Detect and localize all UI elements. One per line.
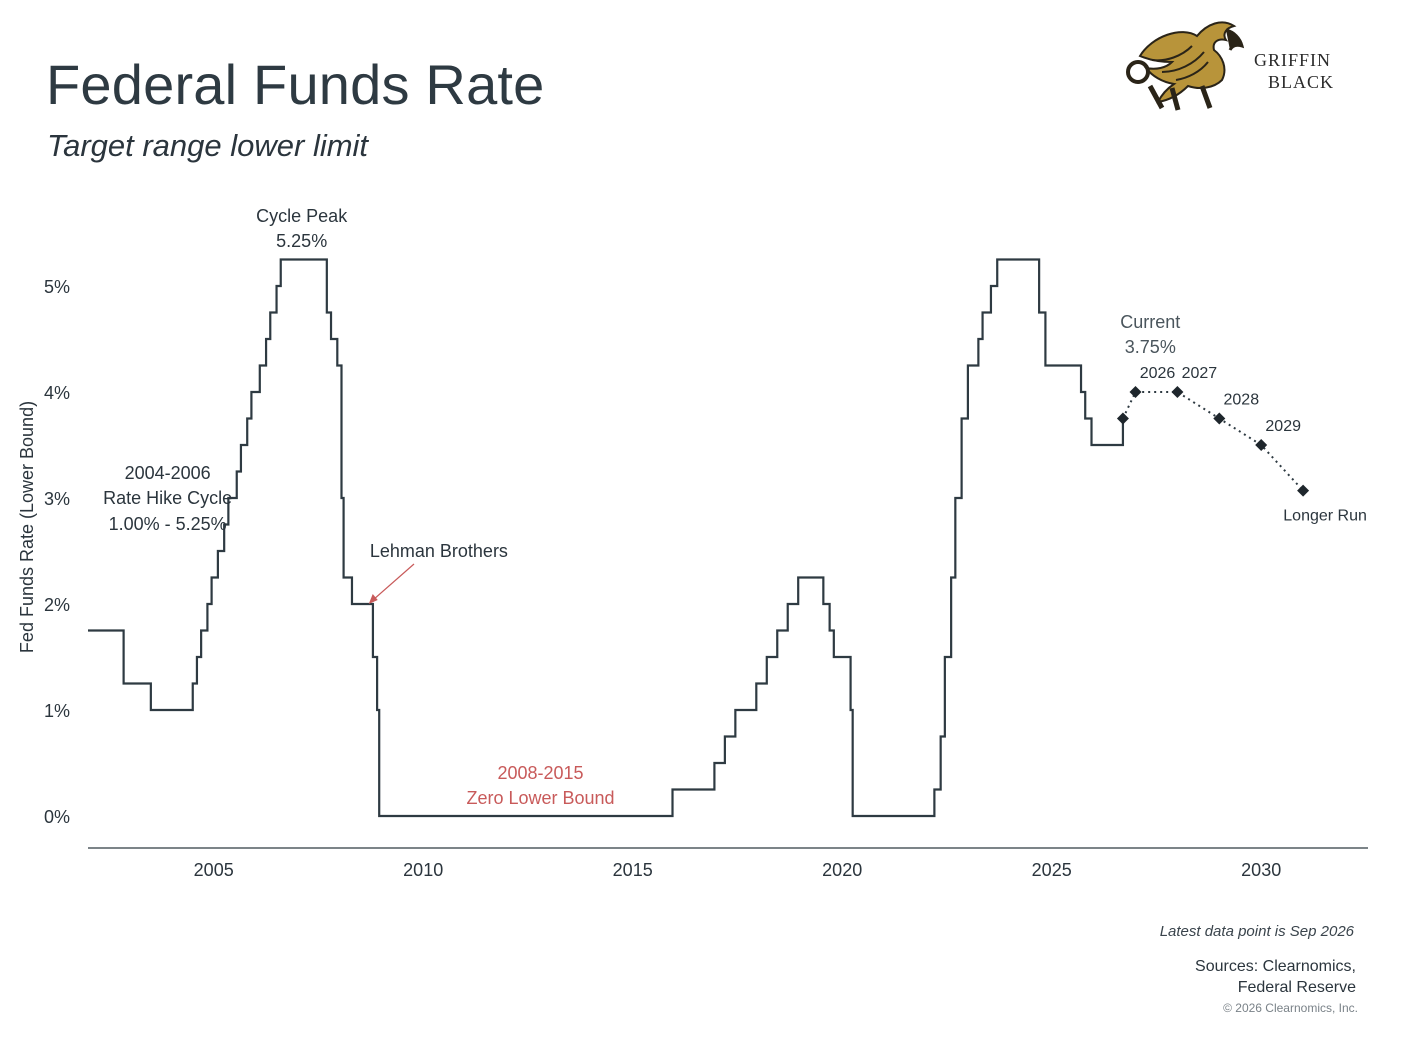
sources-line-2: Federal Reserve	[1237, 979, 1356, 996]
x-tick-label: 2015	[613, 860, 653, 880]
logo-line-2: BLACK	[1268, 72, 1335, 92]
x-tick-label: 2020	[822, 860, 862, 880]
point-label: 2027	[1182, 365, 1218, 382]
projection-point	[1213, 412, 1226, 425]
y-axis-label: Fed Funds Rate (Lower Bound)	[17, 401, 37, 653]
y-tick-label: 5%	[44, 277, 70, 297]
griffin-emblem-icon	[1126, 21, 1245, 111]
y-tick-label: 2%	[44, 595, 70, 615]
projection-point	[1116, 412, 1129, 425]
x-tick-label: 2025	[1032, 860, 1072, 880]
chart-title: Federal Funds Rate	[46, 53, 545, 116]
projection-point	[1171, 386, 1184, 398]
sources: Sources: Clearnomics, Federal Reserve	[1195, 956, 1356, 998]
x-tick-label: 2005	[194, 860, 234, 880]
latest-data-note: Latest data point is Sep 2026	[1159, 923, 1354, 940]
projection-point	[1255, 439, 1268, 451]
chart-subtitle: Target range lower limit	[47, 128, 369, 163]
y-tick-label: 0%	[44, 807, 70, 827]
logo-line-1: GRIFFIN	[1254, 50, 1332, 70]
annotation-hike-cycle: Rate Hike Cycle	[103, 488, 232, 508]
y-tick-label: 4%	[44, 383, 70, 403]
point-label: 2029	[1265, 418, 1301, 435]
projection-point	[1129, 386, 1142, 398]
annotation-current-value: 3.75%	[1125, 337, 1176, 357]
lehman-arrow	[370, 563, 415, 603]
annotation-current: Current	[1120, 312, 1180, 332]
annotation-zero-bound: Zero Lower Bound	[466, 788, 614, 808]
sources-line-1: Sources: Clearnomics,	[1195, 958, 1356, 975]
rate-history-line	[88, 258, 1125, 818]
annotation-lehman: Lehman Brothers	[370, 541, 508, 561]
griffin-black-logo: GRIFFIN BLACK	[1122, 16, 1352, 116]
lehman-arrowhead	[368, 594, 378, 604]
point-label: 2026	[1140, 365, 1176, 382]
point-label: Longer Run	[1283, 508, 1367, 525]
y-tick-label: 1%	[44, 701, 70, 721]
y-tick-label: 3%	[44, 489, 70, 509]
x-tick-label: 2030	[1241, 860, 1281, 880]
annotation-zero-bound: 2008-2015	[497, 763, 583, 783]
annotation-hike-cycle: 2004-2006	[125, 463, 211, 483]
projection-point	[1297, 484, 1310, 497]
fed-funds-chart: 2005 2010 2015 2020 2025 2030 0% 1% 2% 3% 4% 5% Fed …	[17, 206, 1368, 880]
x-tick-label: 2010	[403, 860, 443, 880]
copyright: © 2026 Clearnomics, Inc.	[1223, 1001, 1358, 1015]
annotation-hike-cycle-range: 1.00% - 5.25%	[109, 514, 227, 534]
point-label: 2028	[1224, 392, 1260, 409]
annotation-cycle-peak-value: 5.25%	[276, 231, 327, 251]
annotation-cycle-peak: Cycle Peak	[256, 206, 348, 226]
projection-line	[1122, 391, 1304, 492]
